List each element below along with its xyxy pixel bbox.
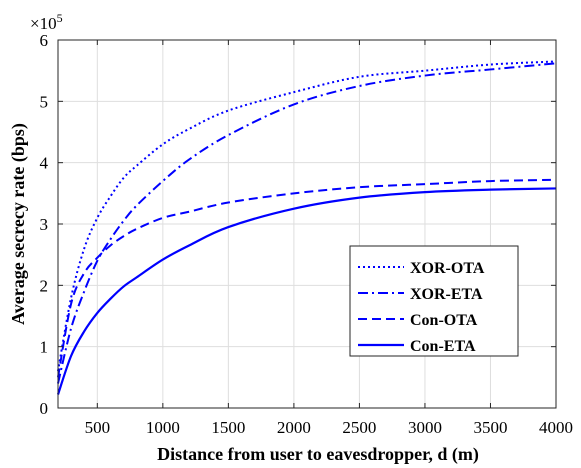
legend-box xyxy=(349,245,519,357)
x-tick-label: 1000 xyxy=(146,418,180,437)
y-tick-label: 6 xyxy=(40,31,49,50)
axis-ticks: 500 1000 1500 2000 2500 3000 3500 4000 0 1 2 3 4 5 6 xyxy=(40,31,574,437)
series-layer xyxy=(56,60,557,395)
series-line-xor-eta xyxy=(57,62,557,384)
y-tick-label: 5 xyxy=(40,92,49,111)
legend-label-con-eta: Con-ETA xyxy=(410,338,476,355)
x-axis-label: Distance from user to eavesdropper, d (m… xyxy=(157,444,479,465)
x-tick-label: 1500 xyxy=(211,418,245,437)
series-line-con-eta xyxy=(56,187,557,395)
legend: XOR-OTA XOR-ETA Con-OTA Con-ETA xyxy=(349,245,519,357)
series-line-xor-ota xyxy=(57,60,557,372)
legend-label-xor-ota: XOR-OTA xyxy=(410,260,485,277)
x-tick-label: 3000 xyxy=(408,418,442,437)
y-axis-multiplier: ×105 xyxy=(30,11,63,33)
y-tick-label: 0 xyxy=(40,399,49,418)
x-tick-label: 2000 xyxy=(277,418,311,437)
y-tick-label: 1 xyxy=(40,338,49,357)
x-tick-label: 2500 xyxy=(342,418,376,437)
grid-lines xyxy=(58,39,557,409)
y-tick-label: 3 xyxy=(40,215,49,234)
y-tick-label: 4 xyxy=(40,154,49,173)
x-tick-label: 3500 xyxy=(473,418,507,437)
legend-label-con-ota: Con-OTA xyxy=(410,312,478,329)
y-axis-label: Average secrecy rate (bps) xyxy=(8,123,29,325)
x-tick-label: 4000 xyxy=(539,418,573,437)
x-tick-label: 500 xyxy=(85,418,111,437)
series-line-con-ota xyxy=(57,178,557,378)
y-multiplier-base: ×10 xyxy=(30,14,57,33)
legend-label-xor-eta: XOR-ETA xyxy=(410,286,483,303)
y-multiplier-exponent: 5 xyxy=(57,11,63,25)
y-tick-label: 2 xyxy=(40,276,49,295)
